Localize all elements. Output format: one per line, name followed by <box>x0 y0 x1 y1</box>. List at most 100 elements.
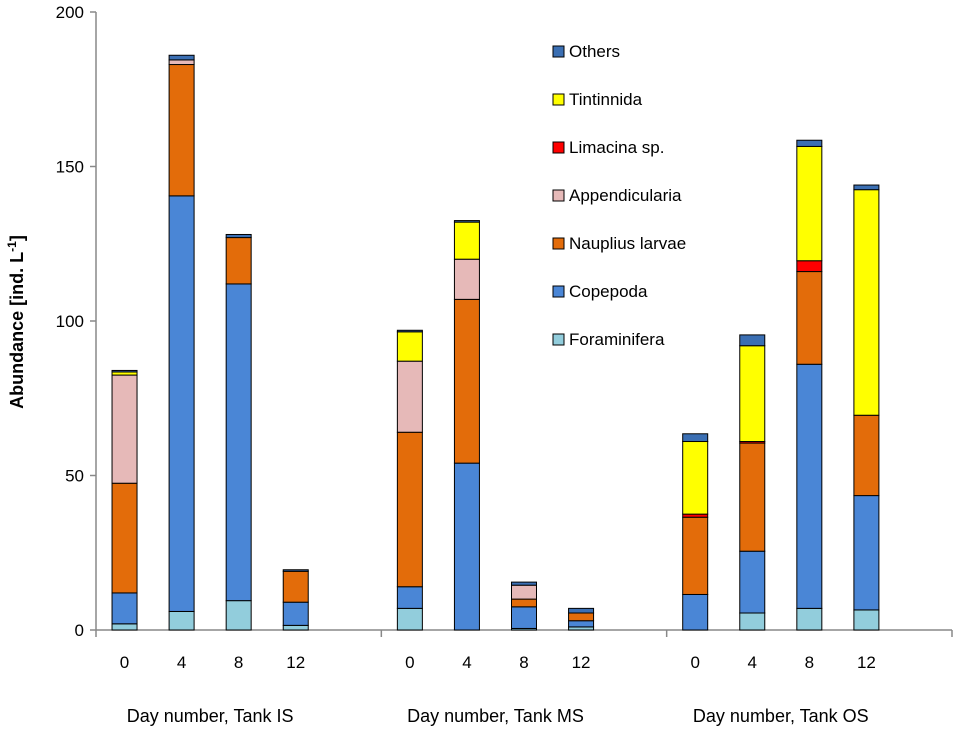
bar-segment-others <box>739 334 766 347</box>
bar-segment-nauplius-larvae <box>225 237 252 285</box>
x-tick-label: 4 <box>748 653 757 672</box>
x-tick-label: 4 <box>177 653 186 672</box>
legend-item: Copepoda <box>552 282 648 301</box>
y-tick-label: 50 <box>65 467 84 486</box>
legend-item: Limacina sp. <box>552 138 664 157</box>
x-tick-label: 0 <box>405 653 414 672</box>
bar-segment-copepoda <box>396 586 423 609</box>
bar-segment-limacina-sp <box>796 260 823 273</box>
bar-segment-others <box>168 54 195 61</box>
y-tick-label: 200 <box>56 3 84 22</box>
bar-segment-foraminifera <box>282 624 309 631</box>
legend-item: Tintinnida <box>552 90 643 109</box>
bar-segment-copepoda <box>453 462 480 631</box>
bar-segment-others <box>568 607 595 614</box>
bar-segment-others <box>796 139 823 147</box>
legend-item: Nauplius larvae <box>552 234 686 253</box>
bar-segment-tintinnida <box>396 331 423 362</box>
bar-segment-appendicularia <box>453 258 480 300</box>
legend-swatch <box>552 93 565 106</box>
bar-segment-nauplius-larvae <box>282 570 309 603</box>
x-tick-label: 0 <box>120 653 129 672</box>
bar-segment-copepoda <box>168 195 195 612</box>
x-tick-label: 8 <box>519 653 528 672</box>
y-tick-label: 0 <box>75 621 84 640</box>
bar-segment-copepoda <box>568 620 595 628</box>
legend-swatch <box>552 189 565 202</box>
legend-item: Appendicularia <box>552 186 682 205</box>
bar-segment-copepoda <box>853 495 880 611</box>
legend-label: Foraminifera <box>569 330 665 349</box>
bar-segment-others <box>282 569 309 572</box>
legend-swatch <box>552 285 565 298</box>
x-tick-label: 12 <box>572 653 591 672</box>
y-tick-label: 100 <box>56 312 84 331</box>
x-tick-label: 4 <box>462 653 471 672</box>
x-tick-label: 0 <box>690 653 699 672</box>
bar-segment-foraminifera <box>396 607 423 631</box>
legend-swatch <box>552 333 565 346</box>
bar-segment-copepoda <box>511 606 537 629</box>
x-tick-label: 8 <box>234 653 243 672</box>
bar-segment-copepoda <box>796 363 823 609</box>
x-tick-label: 12 <box>857 653 876 672</box>
bar-segment-tintinnida <box>453 221 480 260</box>
bar-segment-others <box>111 369 138 373</box>
bar-segment-nauplius-larvae <box>168 64 195 197</box>
legend-swatch <box>552 141 565 154</box>
bar-segment-nauplius-larvae <box>568 612 595 622</box>
bar-segment-foraminifera <box>853 609 880 631</box>
bar-segment-tintinnida <box>682 441 709 515</box>
bar-segment-foraminifera <box>168 610 195 631</box>
legend-label: Tintinnida <box>569 90 643 109</box>
legend-label: Copepoda <box>569 282 648 301</box>
legend-label: Limacina sp. <box>569 138 664 157</box>
x-group-label: Day number, Tank IS <box>127 706 294 726</box>
bar-segment-foraminifera <box>739 612 766 631</box>
legend-swatch <box>552 237 565 250</box>
bar-segment-nauplius-larvae <box>396 431 423 588</box>
bar-segment-foraminifera <box>111 623 138 631</box>
bar-segment-appendicularia <box>168 59 195 66</box>
bar-segment-others <box>511 581 537 586</box>
bar-segment-nauplius-larvae <box>796 271 823 365</box>
y-tick-label: 150 <box>56 158 84 177</box>
legend-swatch <box>552 45 565 58</box>
bar-segment-tintinnida <box>739 345 766 443</box>
x-tick-label: 8 <box>805 653 814 672</box>
bar-segment-nauplius-larvae <box>111 482 138 594</box>
bar-segment-appendicularia <box>511 584 537 600</box>
bar-segment-tintinnida <box>853 189 880 416</box>
bar-segment-nauplius-larvae <box>853 414 880 497</box>
x-group-label: Day number, Tank MS <box>407 706 584 726</box>
y-axis-label: Abundance [ind. L-1] <box>5 235 27 409</box>
bar-segment-others <box>396 329 423 333</box>
legend-item: Foraminifera <box>552 330 665 349</box>
bar-segment-copepoda <box>282 601 309 626</box>
bar-segment-copepoda <box>225 283 252 602</box>
x-group-label: Day number, Tank OS <box>693 706 869 726</box>
bar-segment-foraminifera <box>225 600 252 631</box>
bar-segment-others <box>225 233 252 239</box>
legend-label: Appendicularia <box>569 186 682 205</box>
legend-label: Others <box>569 42 620 61</box>
bar-segment-copepoda <box>111 592 138 625</box>
bar-segment-copepoda <box>682 593 709 631</box>
bar-segment-nauplius-larvae <box>682 516 709 595</box>
bar-segment-nauplius-larvae <box>511 598 537 608</box>
bar-segment-nauplius-larvae <box>739 442 766 552</box>
bar-segment-appendicularia <box>396 360 423 433</box>
bar-segment-foraminifera <box>796 607 823 631</box>
bar-segment-others <box>682 433 709 443</box>
bar-segment-others <box>453 220 480 223</box>
bar-segment-appendicularia <box>111 374 138 484</box>
x-tick-label: 12 <box>286 653 305 672</box>
legend-label: Nauplius larvae <box>569 234 686 253</box>
bar-segment-tintinnida <box>796 145 823 262</box>
bar-segment-copepoda <box>739 550 766 614</box>
bar-segment-nauplius-larvae <box>453 298 480 464</box>
legend-item: Others <box>552 42 620 61</box>
bar-segment-others <box>853 184 880 191</box>
